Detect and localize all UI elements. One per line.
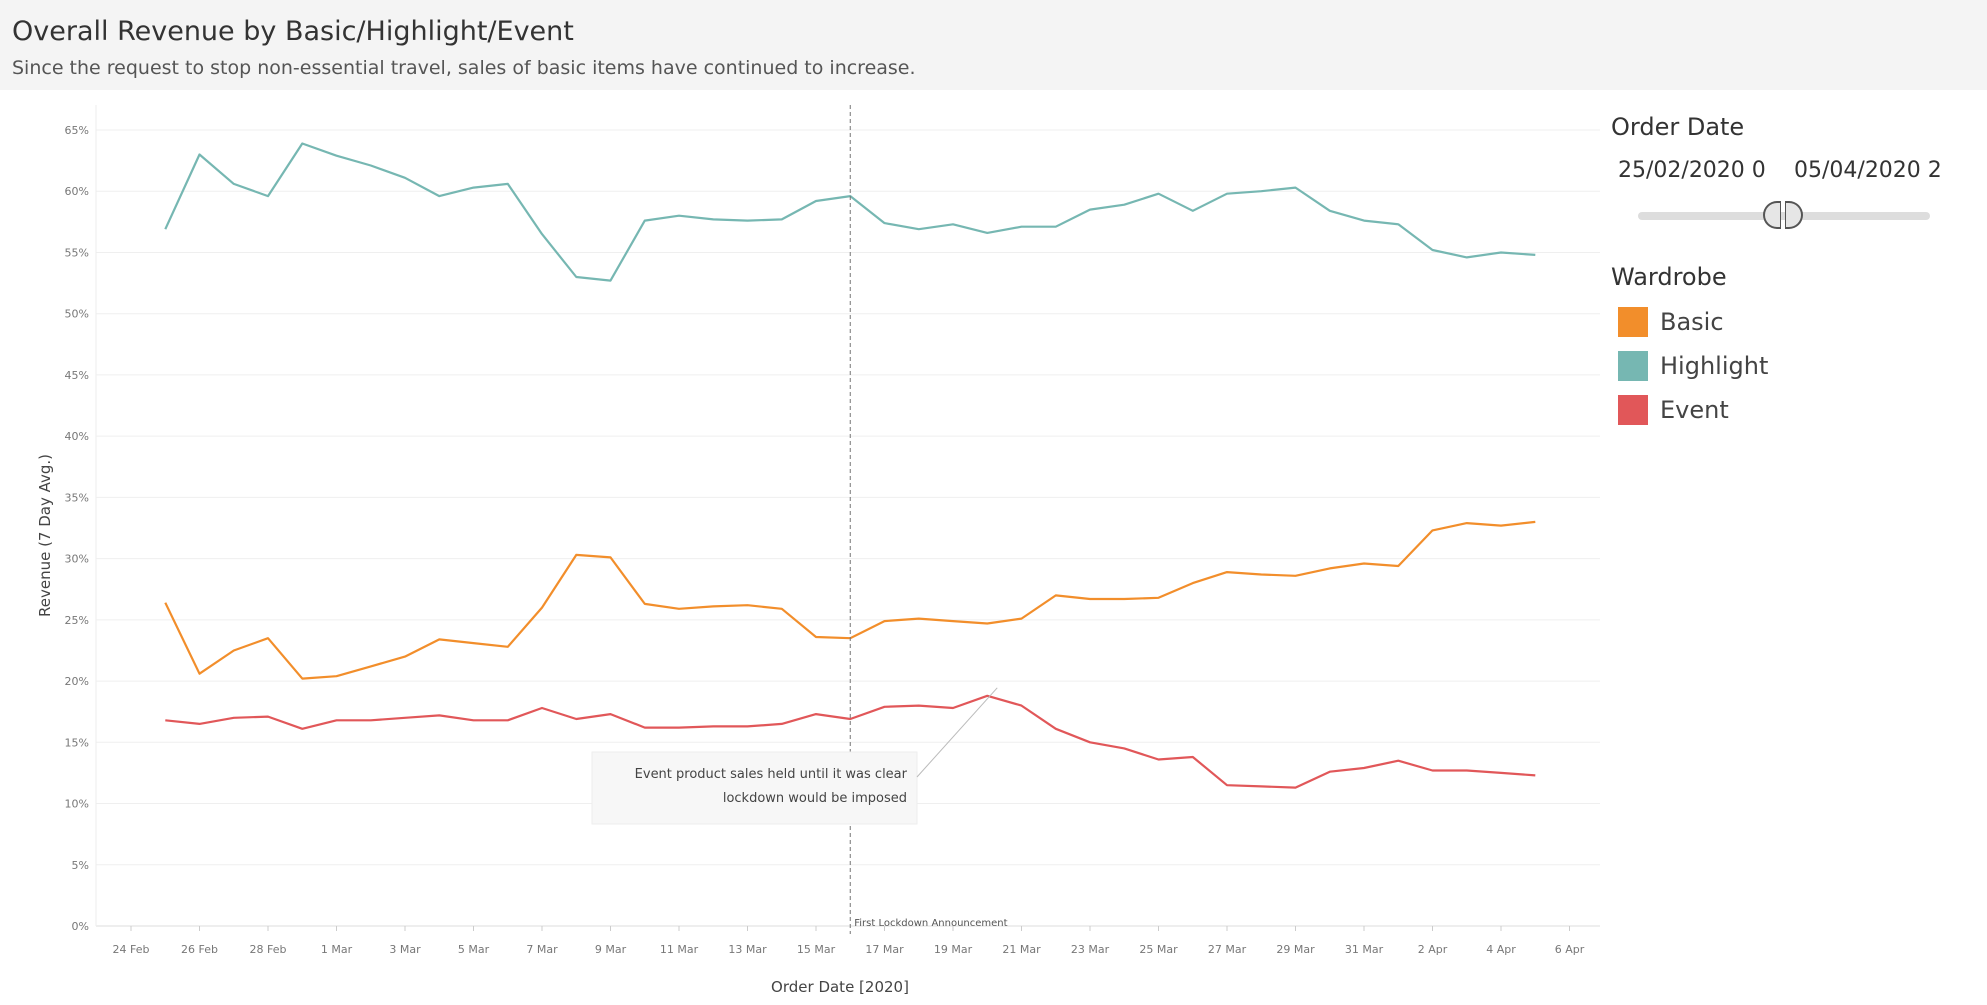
y-tick-label: 35% (65, 491, 89, 504)
order-date-filter-heading: Order Date (1611, 113, 1745, 141)
x-tick-label: 9 Mar (595, 943, 627, 956)
annotation-text-line: Event product sales held until it was cl… (635, 767, 908, 782)
x-tick-label: 7 Mar (526, 943, 558, 956)
annotation-text-line: lockdown would be imposed (723, 791, 907, 806)
legend-heading: Wardrobe (1611, 263, 1727, 291)
x-tick-label: 4 Apr (1486, 943, 1516, 956)
order-date-slider-track[interactable] (1638, 212, 1930, 220)
annotation-box (591, 751, 918, 825)
x-tick-label: 27 Mar (1208, 943, 1247, 956)
legend-item-highlight[interactable]: Highlight (1618, 351, 1768, 381)
revenue-line-chart: 0% 5% 10% 15% 20% 25% 30% 35% 40% 45% 50% 55% 60% 65%… (36, 105, 1600, 996)
x-tick-label: 11 Mar (660, 943, 699, 956)
legend-item-event[interactable]: Event (1618, 395, 1729, 425)
header-bar: Overall Revenue by Basic/Highlight/Event… (0, 0, 1987, 90)
x-tick-label: 23 Mar (1071, 943, 1110, 956)
y-tick-label: 60% (65, 185, 89, 198)
y-tick-label: 0% (72, 920, 89, 933)
x-tick-label: 2 Apr (1418, 943, 1448, 956)
x-tick-label: 31 Mar (1345, 943, 1384, 956)
y-tick-label: 65% (65, 124, 89, 137)
y-tick-label: 15% (65, 736, 89, 749)
series-line-basic (164, 520, 1536, 680)
x-tick-label: 19 Mar (934, 943, 973, 956)
legend-swatch-event (1618, 395, 1648, 425)
page-subtitle: Since the request to stop non-essential … (12, 57, 916, 79)
order-date-end-input[interactable]: 05/04/2020 2 (1794, 158, 1942, 183)
y-tick-label: 40% (65, 430, 89, 443)
y-tick-label: 20% (65, 675, 89, 688)
x-tick-label: 26 Feb (181, 943, 218, 956)
y-tick-label: 5% (72, 859, 89, 872)
order-date-slider-start-handle[interactable] (1763, 201, 1781, 229)
x-tick-label: 25 Mar (1139, 943, 1178, 956)
x-tick-label: 28 Feb (250, 943, 287, 956)
legend-swatch-basic (1618, 307, 1648, 337)
x-tick-label: 6 Apr (1555, 943, 1585, 956)
y-tick-label: 30% (65, 553, 89, 566)
y-tick-label: 25% (65, 614, 89, 627)
x-tick-label: 5 Mar (458, 943, 490, 956)
series-line-event (165, 694, 1536, 789)
order-date-slider-end-handle[interactable] (1785, 201, 1803, 229)
annotation-pointer-line (916, 687, 998, 778)
x-tick-label: 17 Mar (865, 943, 904, 956)
legend-swatch-highlight (1618, 351, 1648, 381)
x-tick-label: 3 Mar (389, 943, 421, 956)
legend-item-basic[interactable]: Basic (1618, 307, 1724, 337)
y-tick-label: 55% (65, 246, 89, 259)
x-tick-label: 15 Mar (797, 943, 836, 956)
x-tick-label: 13 Mar (728, 943, 767, 956)
legend-label-highlight: Highlight (1660, 352, 1769, 380)
x-tick-label: 1 Mar (321, 943, 353, 956)
legend-label-basic: Basic (1660, 308, 1724, 336)
y-tick-label: 45% (65, 369, 89, 382)
x-tick-label: 24 Feb (113, 943, 150, 956)
y-tick-label: 50% (65, 308, 89, 321)
x-axis-title: Order Date [2020] (771, 978, 909, 996)
page-title: Overall Revenue by Basic/Highlight/Event (12, 16, 574, 47)
lockdown-reference-label: First Lockdown Announcement (854, 918, 1007, 929)
x-tick-label: 21 Mar (1002, 943, 1041, 956)
y-axis-title: Revenue (7 Day Avg.) (36, 454, 54, 617)
legend-label-event: Event (1660, 396, 1729, 424)
order-date-start-input[interactable]: 25/02/2020 0 (1618, 158, 1766, 183)
x-tick-label: 29 Mar (1276, 943, 1315, 956)
y-tick-label: 10% (65, 798, 89, 811)
